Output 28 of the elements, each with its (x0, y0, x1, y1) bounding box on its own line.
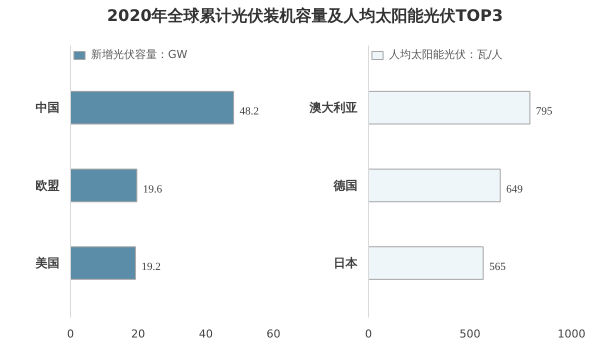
x-tick-label: 500 (460, 328, 480, 340)
legend-label: 人均太阳能光伏：瓦/人 (389, 47, 503, 62)
bar (368, 168, 501, 202)
x-tick-label: 0 (67, 328, 74, 340)
chart-title: 2020年全球累计光伏装机容量及人均太阳能光伏TOP3 (107, 5, 503, 27)
y-tick-label: 日本 (334, 256, 358, 270)
data-label: 649 (506, 183, 524, 196)
bar (368, 246, 484, 280)
x-tick-label: 20 (131, 328, 146, 340)
y-tick-label: 欧盟 (36, 178, 60, 192)
bar (70, 90, 234, 124)
bar (70, 246, 136, 280)
y-tick-label: 中国 (36, 100, 60, 115)
data-label: 48.2 (240, 106, 259, 118)
bar (368, 90, 530, 124)
data-label: 19.2 (141, 261, 161, 274)
y-tick-label: 澳大利亚 (308, 100, 358, 115)
data-label: 565 (489, 261, 506, 274)
y-tick-label: 美国 (34, 256, 60, 270)
data-label: 19.6 (142, 183, 163, 196)
legend-label: 新增光伏容量：GW (91, 47, 188, 62)
x-tick-label: 60 (266, 328, 280, 340)
bar (70, 168, 138, 202)
x-tick-label: 40 (198, 328, 213, 340)
data-label: 795 (536, 106, 553, 118)
x-tick-label: 0 (365, 328, 372, 340)
x-tick-label: 1000 (558, 328, 586, 340)
y-tick-label: 德国 (332, 178, 358, 192)
